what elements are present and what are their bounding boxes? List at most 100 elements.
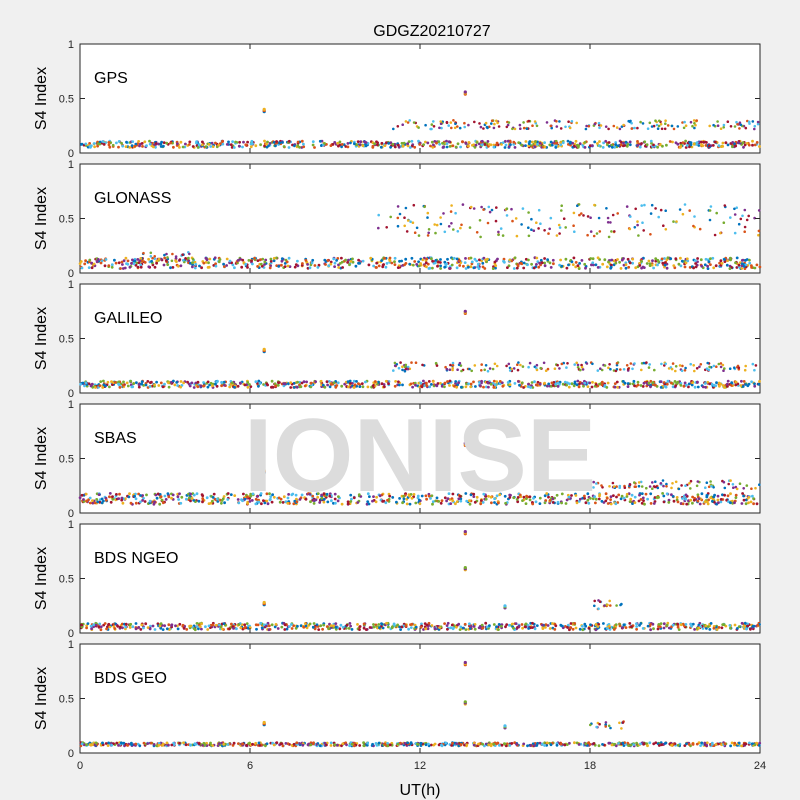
data-point xyxy=(242,492,245,496)
data-point xyxy=(687,385,690,389)
data-point xyxy=(621,741,625,745)
data-point xyxy=(254,380,258,384)
data-point xyxy=(633,362,636,365)
data-point xyxy=(689,120,693,124)
data-point xyxy=(688,266,692,269)
data-point xyxy=(327,627,330,630)
data-point xyxy=(231,744,235,747)
data-point xyxy=(134,501,138,505)
y-tick-label: 0.5 xyxy=(59,334,74,346)
data-point xyxy=(637,484,641,488)
data-point xyxy=(344,145,348,148)
data-point xyxy=(392,369,395,372)
data-point xyxy=(550,143,554,147)
data-point xyxy=(440,384,444,388)
data-point xyxy=(631,261,634,265)
data-point xyxy=(616,144,620,148)
data-point xyxy=(179,140,183,144)
data-point xyxy=(560,501,563,505)
data-point xyxy=(577,500,581,503)
data-point xyxy=(118,492,121,496)
data-point xyxy=(111,143,115,147)
data-point xyxy=(522,386,525,389)
data-point xyxy=(435,223,439,227)
data-point xyxy=(756,120,760,124)
data-point xyxy=(638,264,642,267)
data-point xyxy=(739,123,743,127)
data-point xyxy=(476,265,480,269)
data-point xyxy=(634,207,637,211)
data-point xyxy=(544,369,548,373)
spike-point xyxy=(262,347,266,351)
data-point xyxy=(559,127,563,130)
data-point xyxy=(243,383,247,387)
data-point xyxy=(505,207,509,210)
data-point xyxy=(463,125,467,129)
data-point xyxy=(610,230,613,233)
data-point xyxy=(239,626,243,630)
data-point xyxy=(658,143,662,147)
data-point xyxy=(318,139,322,143)
data-point xyxy=(459,226,462,230)
data-point xyxy=(338,262,342,265)
data-point xyxy=(584,501,588,505)
data-point xyxy=(169,266,172,270)
data-point xyxy=(244,262,248,266)
data-point xyxy=(338,627,342,631)
data-point xyxy=(497,233,500,237)
data-point xyxy=(449,626,453,630)
data-point xyxy=(508,493,512,497)
data-point xyxy=(260,264,264,268)
data-point xyxy=(488,367,492,370)
data-point xyxy=(671,385,675,389)
data-point xyxy=(185,497,188,501)
data-point xyxy=(680,369,684,373)
data-point xyxy=(539,258,543,262)
data-point xyxy=(700,492,704,496)
data-point xyxy=(666,124,670,127)
data-point xyxy=(600,383,604,386)
data-point xyxy=(349,141,352,145)
data-point xyxy=(506,123,510,127)
data-point xyxy=(492,379,496,383)
data-point xyxy=(275,140,278,143)
data-point xyxy=(358,625,362,628)
data-point xyxy=(130,144,134,148)
data-point xyxy=(708,365,711,369)
data-point xyxy=(80,493,84,497)
data-point xyxy=(332,624,335,628)
data-point xyxy=(457,381,460,385)
data-point xyxy=(435,141,438,145)
data-point xyxy=(663,261,667,265)
data-point xyxy=(481,261,485,265)
data-point xyxy=(696,385,700,389)
data-point xyxy=(606,381,610,385)
data-point xyxy=(348,622,352,625)
data-point xyxy=(733,207,736,211)
data-point xyxy=(385,262,389,265)
data-point xyxy=(626,257,630,261)
data-point xyxy=(486,221,490,225)
data-point xyxy=(211,496,215,499)
data-point xyxy=(220,501,223,505)
data-point xyxy=(494,266,497,270)
data-point xyxy=(439,501,443,505)
data-point xyxy=(531,502,535,506)
data-point xyxy=(726,120,730,123)
data-point xyxy=(691,742,695,746)
data-point xyxy=(744,383,747,386)
data-point xyxy=(699,258,703,262)
data-point xyxy=(250,499,254,502)
data-point xyxy=(716,498,720,502)
data-point xyxy=(265,742,269,746)
data-point xyxy=(553,367,557,371)
data-point xyxy=(649,233,652,236)
data-point xyxy=(311,143,315,147)
data-point xyxy=(246,385,250,389)
data-point xyxy=(117,744,120,747)
data-point xyxy=(566,139,570,143)
data-point xyxy=(420,494,424,498)
data-point xyxy=(736,627,739,630)
data-point xyxy=(405,502,409,506)
data-point xyxy=(753,266,757,270)
